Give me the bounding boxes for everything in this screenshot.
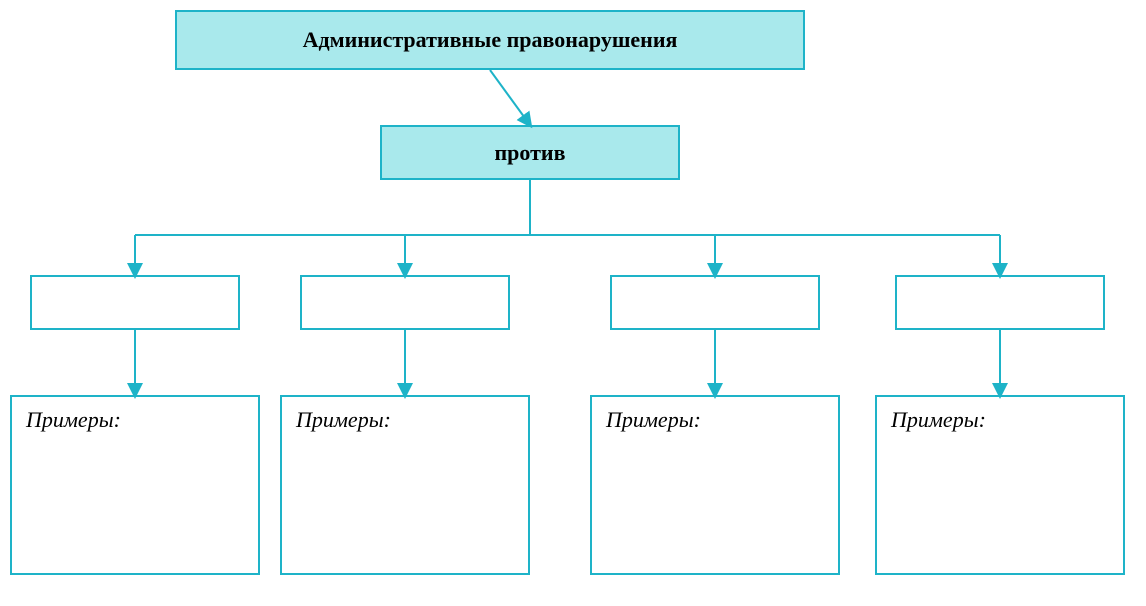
category-box-1	[30, 275, 240, 330]
examples-label: Примеры:	[296, 407, 391, 433]
examples-box-3: Примеры:	[590, 395, 840, 575]
category-box-3	[610, 275, 820, 330]
examples-label: Примеры:	[891, 407, 986, 433]
title-box: Административные правонарушения	[175, 10, 805, 70]
sub-box: против	[380, 125, 680, 180]
examples-label: Примеры:	[26, 407, 121, 433]
examples-box-4: Примеры:	[875, 395, 1125, 575]
title-text: Административные правонарушения	[303, 27, 678, 53]
examples-box-1: Примеры:	[10, 395, 260, 575]
category-box-4	[895, 275, 1105, 330]
examples-box-2: Примеры:	[280, 395, 530, 575]
examples-label: Примеры:	[606, 407, 701, 433]
category-box-2	[300, 275, 510, 330]
sub-text: против	[495, 140, 566, 166]
